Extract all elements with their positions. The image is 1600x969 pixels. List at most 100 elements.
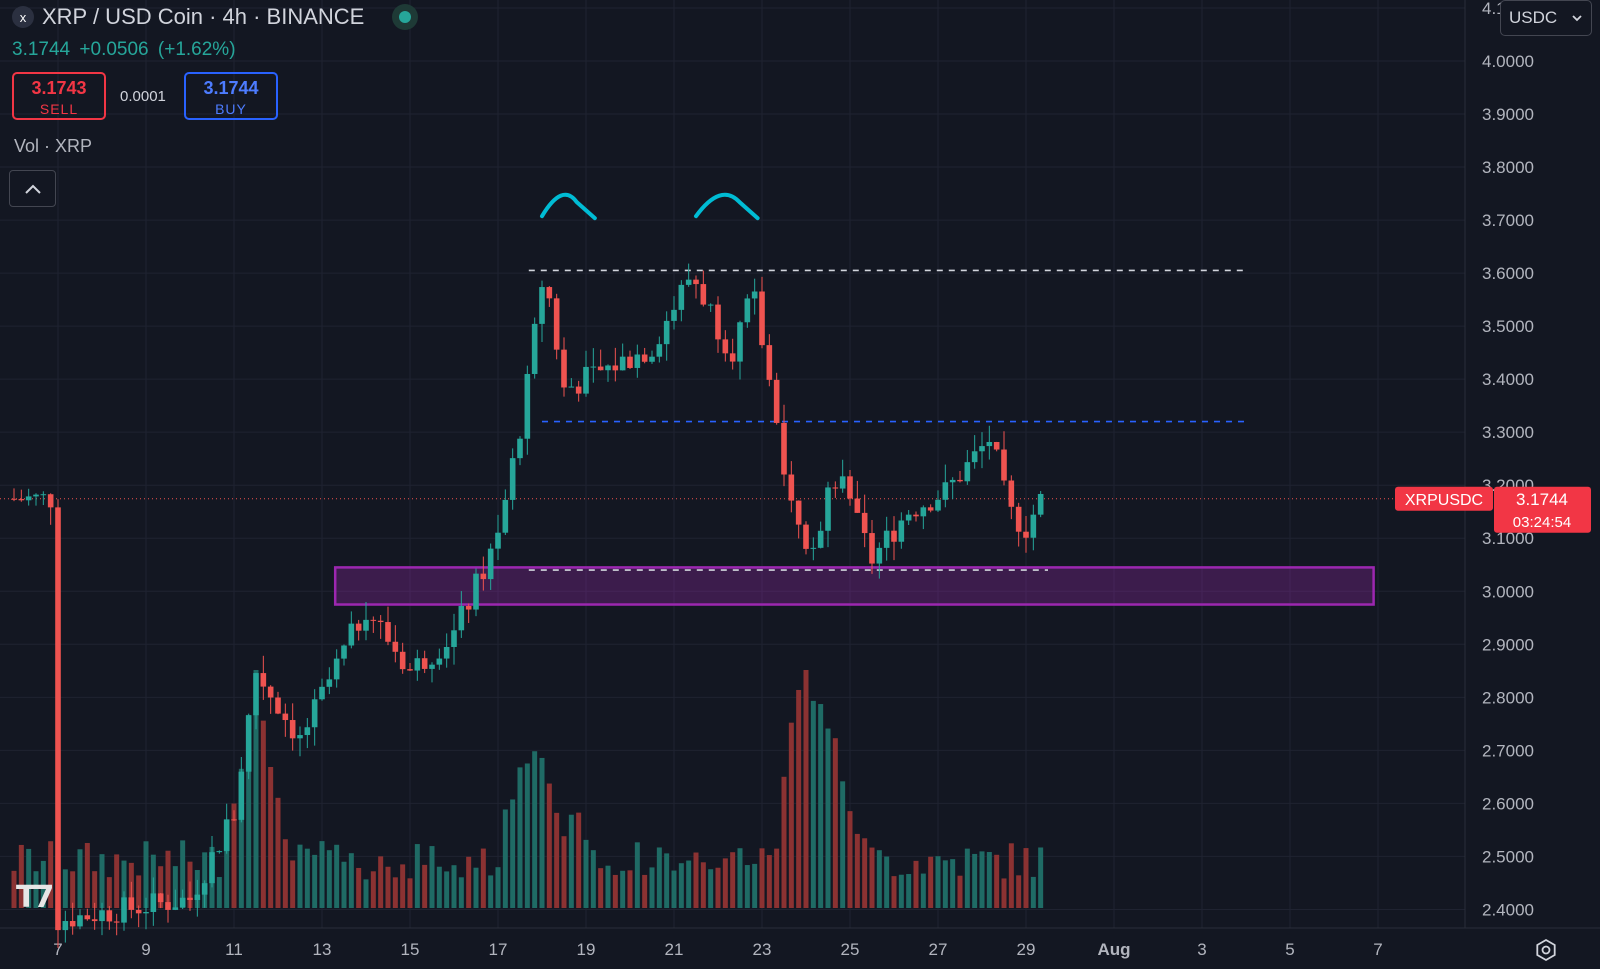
candle-body <box>245 715 252 772</box>
volume-bar <box>473 867 479 908</box>
candle-body <box>165 902 171 910</box>
buy-button[interactable]: 3.1744 BUY <box>184 72 278 120</box>
candle-body <box>363 619 369 631</box>
volume-bar <box>583 839 589 908</box>
chart-header: x XRP / USD Coin · 4h · BINANCE <box>12 4 419 30</box>
candle-body <box>825 487 831 531</box>
price-tag: XRPUSDC 3.1744 03:24:54 <box>1395 486 1591 533</box>
candle-body <box>810 547 817 549</box>
volume-bar <box>928 856 934 908</box>
volume-bar <box>693 852 699 908</box>
volume-bar <box>840 781 846 908</box>
candle-body <box>187 897 193 900</box>
candle-body <box>267 686 274 698</box>
volume-legend[interactable]: Vol · XRP <box>14 136 93 156</box>
volume-bar <box>781 776 787 908</box>
price-tick-label: 2.8000 <box>1482 688 1534 707</box>
gear-icon[interactable] <box>1534 938 1558 962</box>
price-change-percent: (+1.62%) <box>157 39 236 60</box>
volume-bar <box>576 812 582 908</box>
price-tick-label: 3.0000 <box>1482 582 1534 601</box>
price-tick-label: 3.8000 <box>1482 158 1534 177</box>
candle-body <box>883 530 890 548</box>
candle-body <box>297 735 303 739</box>
candle-body <box>517 438 523 459</box>
candle-body <box>722 339 729 354</box>
candle-body <box>649 356 655 362</box>
volume-bar <box>290 860 296 908</box>
volume-bar <box>84 843 90 908</box>
price-tag-bg <box>1494 486 1591 533</box>
volume-bar <box>671 870 677 908</box>
candle-body <box>150 893 157 912</box>
volume-bar <box>700 862 706 908</box>
volume-bar <box>847 811 853 908</box>
candle-body <box>568 386 575 388</box>
candle-body <box>143 911 149 914</box>
volume-bar <box>656 847 662 908</box>
price-tag-price: 3.1744 <box>1516 490 1568 509</box>
time-tick-label: 15 <box>401 940 420 959</box>
candle-body <box>619 356 626 371</box>
currency-select[interactable]: USDC <box>1500 0 1592 36</box>
candle-body <box>84 915 91 920</box>
candle-body <box>128 897 135 910</box>
volume-bar <box>825 728 831 908</box>
candle-body <box>260 673 267 687</box>
volume-bar <box>627 870 633 908</box>
collapse-legend-button[interactable] <box>9 170 56 207</box>
candle-body <box>201 883 208 895</box>
price-tag-countdown: 03:24:54 <box>1513 514 1571 531</box>
candle-body <box>55 507 61 931</box>
tradingview-logo-icon[interactable]: T7 <box>16 880 54 915</box>
volume-bar <box>297 844 303 908</box>
candle-body <box>135 909 142 914</box>
candle-body <box>355 623 362 631</box>
time-tick-label: 13 <box>313 940 332 959</box>
volume-bar <box>906 874 912 908</box>
sell-button[interactable]: 3.1743 SELL <box>12 72 106 120</box>
candle-body <box>803 524 809 549</box>
candle-body <box>612 365 619 371</box>
volume-bar <box>11 870 17 908</box>
volume-bar <box>774 848 780 908</box>
candle-body <box>429 664 435 669</box>
candle-body <box>179 897 186 908</box>
volume-bar <box>18 844 24 908</box>
volume-bar <box>752 863 758 908</box>
candle-body <box>370 619 377 621</box>
candle-body <box>319 686 325 700</box>
volume-bar <box>862 838 868 908</box>
candle-body <box>891 530 897 542</box>
volume-bar <box>876 850 882 908</box>
candle-body <box>121 897 127 923</box>
top-arc-annotation <box>694 192 760 221</box>
volume-bar <box>810 700 816 908</box>
volume-bar <box>994 854 1000 908</box>
candle-body <box>729 353 736 362</box>
buy-label: BUY <box>215 101 247 117</box>
volume-bar <box>686 860 692 908</box>
candle-body <box>473 573 479 610</box>
volume-bar <box>590 850 596 908</box>
xrp-symbol-icon[interactable]: x <box>12 6 34 28</box>
price-tick-label: 2.9000 <box>1482 635 1534 654</box>
candle-body <box>993 441 1000 450</box>
candle-body <box>33 494 39 497</box>
candle-body <box>458 605 465 631</box>
candle-body <box>605 365 611 371</box>
candle-body <box>77 915 83 927</box>
volume-bar <box>458 877 464 908</box>
volume-bar <box>436 866 442 908</box>
volume-bar <box>348 853 354 908</box>
volume-bar <box>378 856 384 908</box>
volume-bar <box>106 877 112 908</box>
symbol-title[interactable]: XRP / USD Coin · 4h · BINANCE <box>42 4 365 29</box>
time-tick-label: 21 <box>665 940 684 959</box>
volume-bar <box>884 856 890 908</box>
candle-body <box>715 304 721 340</box>
candle-body <box>311 699 318 728</box>
time-tick-label: Aug <box>1097 940 1130 959</box>
volume-bar <box>260 720 266 908</box>
